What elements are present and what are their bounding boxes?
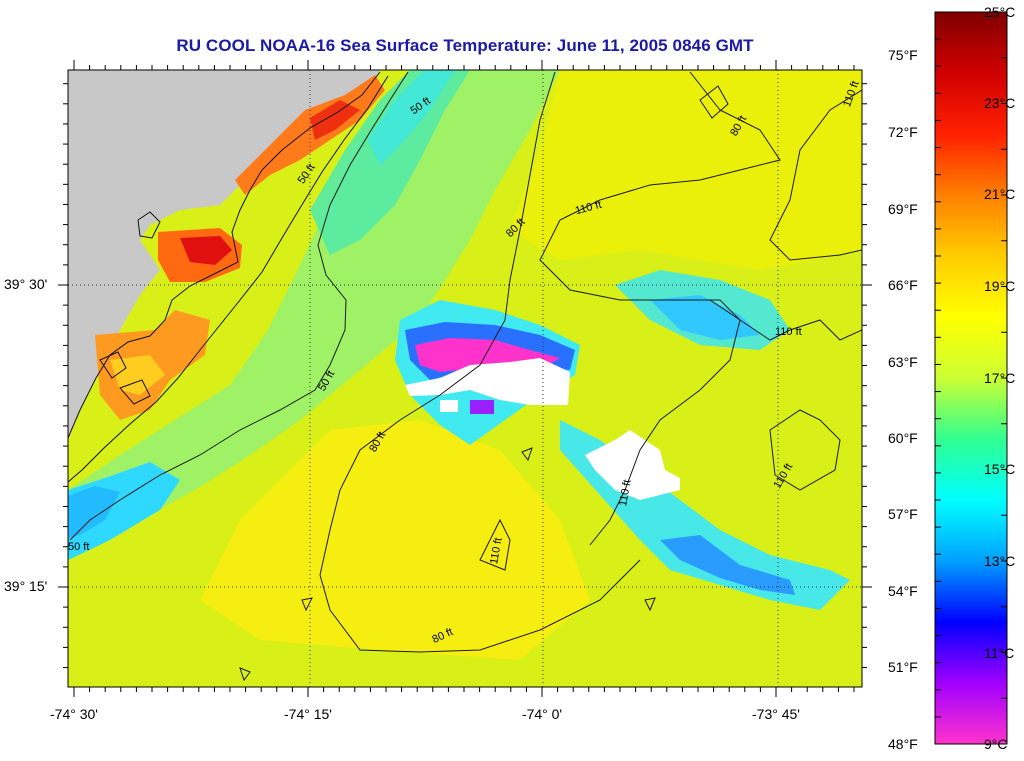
warm-estuary-north-core	[310, 100, 360, 140]
southwest-cool-core	[68, 486, 120, 538]
inlet-outlines	[99, 211, 161, 405]
contour-110ft-mid	[709, 299, 862, 341]
contour-label: 110 ft	[775, 326, 802, 338]
contour-closed-south	[479, 518, 511, 571]
contour-tiny-closures	[239, 447, 656, 682]
contour-80ft-east	[539, 71, 781, 546]
longitude-label: -74° 15'	[284, 706, 332, 722]
colorbar-f-label: 57°F	[888, 506, 918, 522]
colorbar-ticks	[935, 11, 1007, 745]
latitude-label: 39° 30'	[4, 276, 48, 292]
contour-80ft	[319, 71, 641, 653]
contour-label: 50 ft	[68, 541, 90, 553]
colorbar-c-label: 25°C	[984, 4, 1016, 20]
colorbar-c-label: 19°C	[984, 278, 1016, 294]
latitude-label: 39° 15'	[4, 578, 48, 594]
colorbar-f-label: 54°F	[888, 583, 918, 599]
map-frame	[67, 69, 863, 688]
colorbar-f-label: 72°F	[888, 124, 918, 140]
colorbar-f-label: 66°F	[888, 277, 918, 293]
cloud-mask-east	[585, 430, 680, 500]
graticule	[68, 70, 862, 687]
colorbar-f-label: 60°F	[888, 430, 918, 446]
colorbar-f-label: 51°F	[888, 659, 918, 675]
contour-110ft-east	[769, 89, 862, 261]
coastal-upwelling	[310, 70, 470, 255]
offshore-warm-south	[200, 420, 590, 660]
map-title: RU COOL NOAA-16 Sea Surface Temperature:…	[176, 36, 754, 55]
colorbar-c-label: 21°C	[984, 186, 1016, 202]
contour-closed-east	[769, 409, 841, 491]
sst-field	[68, 70, 862, 660]
colorbar-c-label: 13°C	[984, 553, 1016, 569]
southeast-cold-core	[660, 535, 795, 595]
barrier-island-coast	[68, 75, 389, 483]
longitude-label: -73° 45'	[752, 706, 800, 722]
colorbar-f-label: 48°F	[888, 736, 918, 752]
contour-closed-small	[699, 85, 729, 119]
upwelling-core	[368, 70, 455, 165]
coastline	[68, 71, 381, 439]
map-ticks	[58, 60, 872, 697]
colorbar-f-label: 63°F	[888, 354, 918, 370]
depth-contours	[69, 71, 862, 682]
colorbar-c-label: 17°C	[984, 370, 1016, 386]
nearshore-cool-water	[68, 70, 560, 560]
warm-bay-middle-core	[180, 236, 232, 265]
colorbar	[934, 11, 1008, 745]
cloud-pixel	[440, 400, 458, 412]
colorbar-c-label: 15°C	[984, 461, 1016, 477]
colorbar-c-label: 11°C	[984, 645, 1015, 661]
cloud-mask-central	[405, 358, 570, 405]
eastern-cool-core	[650, 295, 760, 340]
cold-pixel-violet	[470, 400, 494, 414]
contour-50ft	[69, 71, 409, 541]
colorbar-f-label: 75°F	[888, 47, 918, 63]
new-jersey-land	[68, 70, 380, 440]
colorbar-f-label: 69°F	[888, 201, 918, 217]
colorbar-c-label: 23°C	[984, 95, 1016, 111]
warm-bay-south-inner	[110, 355, 165, 395]
longitude-label: -74° 30'	[50, 706, 98, 722]
offshore-warm-north	[510, 70, 862, 270]
colorbar-c-label: 9°C	[984, 736, 1008, 752]
longitude-label: -74° 0'	[521, 706, 563, 722]
